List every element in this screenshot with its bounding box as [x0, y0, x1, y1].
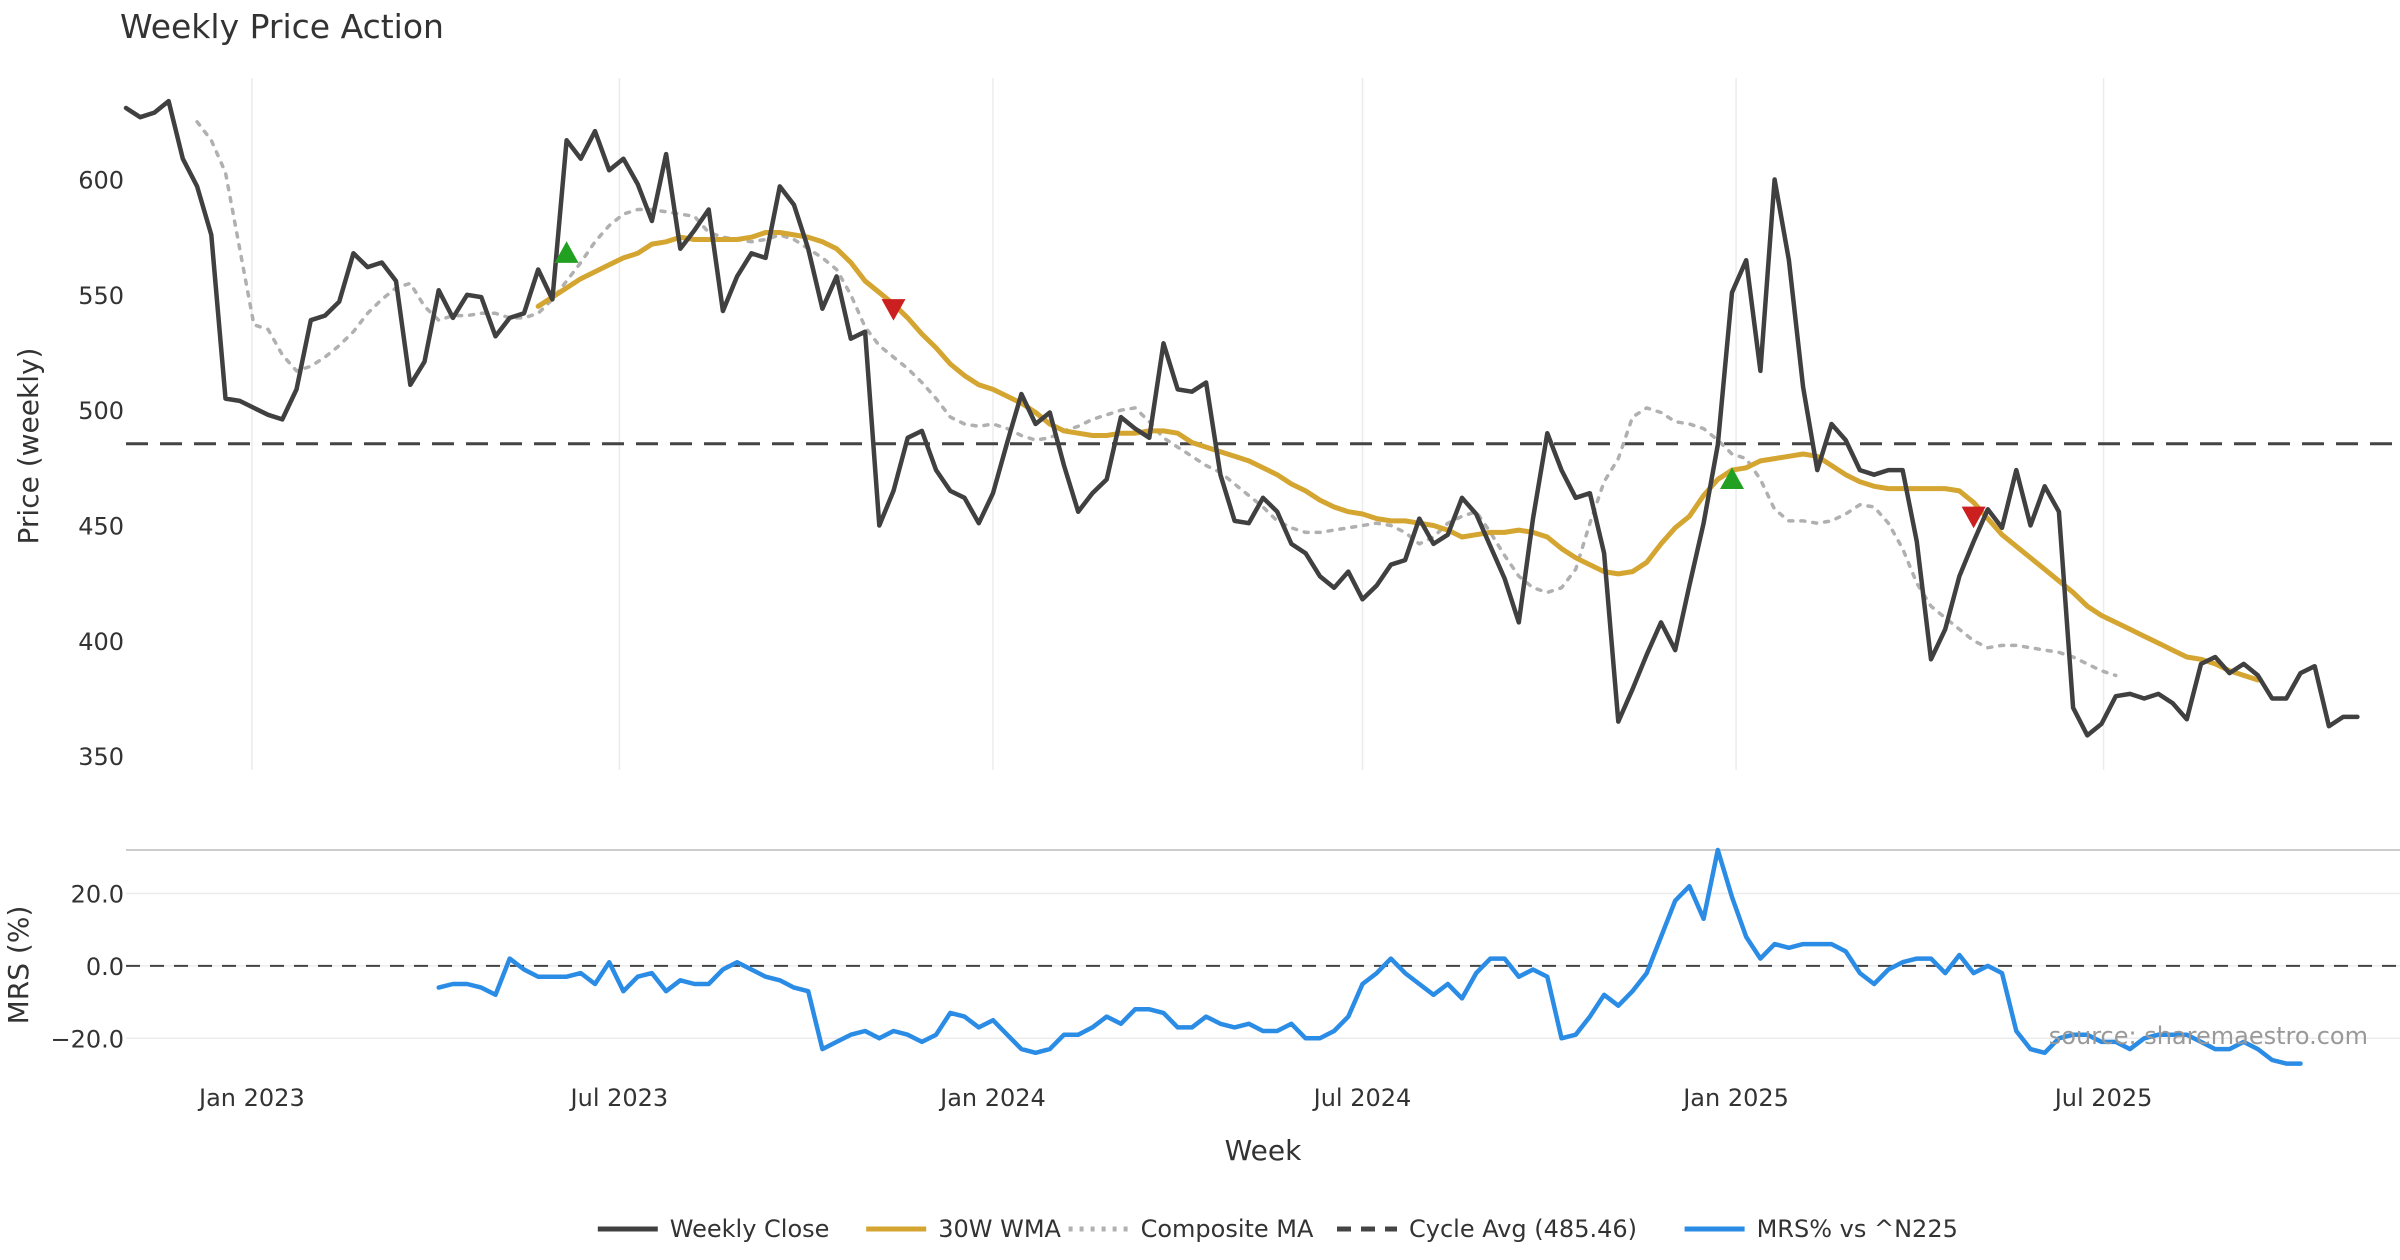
sell-signal-marker-4	[1961, 506, 1986, 529]
legend-label-mrs-vs-n225: MRS% vs ^N225	[1757, 1215, 1958, 1243]
series-weekly-close	[123, 98, 2360, 738]
mrs-y-axis-title: MRS (%)	[2, 906, 35, 1025]
x-tick-jul-2024: Jul 2024	[1312, 1084, 1412, 1112]
price-series	[123, 98, 2360, 738]
mrs-y-tick-0: 0.0	[86, 953, 124, 981]
mrs-y-tick--20: −20.0	[50, 1025, 124, 1053]
buy-signal-marker-3	[1720, 467, 1745, 489]
price-y-tick-550: 550	[78, 282, 124, 310]
legend-label-cycle-avg-485-46: Cycle Avg (485.46)	[1409, 1215, 1637, 1243]
chart-legend: Weekly Close 30W WMA Composite MA Cycle Avg…	[597, 1215, 1958, 1243]
x-tick-jul-2025: Jul 2025	[2053, 1084, 2153, 1112]
x-tick-jul-2023: Jul 2023	[569, 1084, 669, 1112]
mrs-series	[436, 847, 2303, 1066]
price-y-tick-600: 600	[78, 166, 124, 194]
legend-label-composite-ma: Composite MA	[1141, 1215, 1314, 1243]
series-mrs-vs-n225	[436, 847, 2303, 1066]
x-tick-jan-2023: Jan 2023	[197, 1084, 305, 1112]
legend-label-30w-wma: 30W WMA	[938, 1215, 1061, 1243]
price-panel-gridlines	[251, 78, 2105, 770]
x-tick-labels: Jan 2023 Jul 2023 Jan 2024 Jul 2024 Jan 2025…	[197, 1084, 2152, 1112]
mrs-y-tick-20: 20.0	[71, 880, 124, 908]
buy-signal-marker-1	[554, 241, 579, 263]
signal-markers	[554, 241, 1986, 529]
x-axis-title: Week	[1225, 1134, 1302, 1167]
x-tick-jan-2025: Jan 2025	[1681, 1084, 1789, 1112]
source-credit: source: sharemaestro.com	[2049, 1022, 2368, 1050]
legend-label-weekly-close: Weekly Close	[670, 1215, 830, 1243]
price-y-tick-labels: 350 400 450 500 550 600	[78, 166, 124, 771]
chart-title: Weekly Price Action	[120, 7, 444, 46]
price-y-tick-400: 400	[78, 628, 124, 656]
sell-signal-marker-2	[881, 299, 906, 321]
price-y-tick-450: 450	[78, 512, 124, 540]
x-tick-jan-2024: Jan 2024	[938, 1084, 1046, 1112]
mrs-y-tick-labels: −20.0 0.0 20.0	[50, 880, 124, 1053]
series-30w-wma	[535, 230, 2261, 683]
price-y-tick-500: 500	[78, 397, 124, 425]
price-y-axis-title: Price (weekly)	[12, 348, 45, 545]
price-y-tick-350: 350	[78, 743, 124, 771]
